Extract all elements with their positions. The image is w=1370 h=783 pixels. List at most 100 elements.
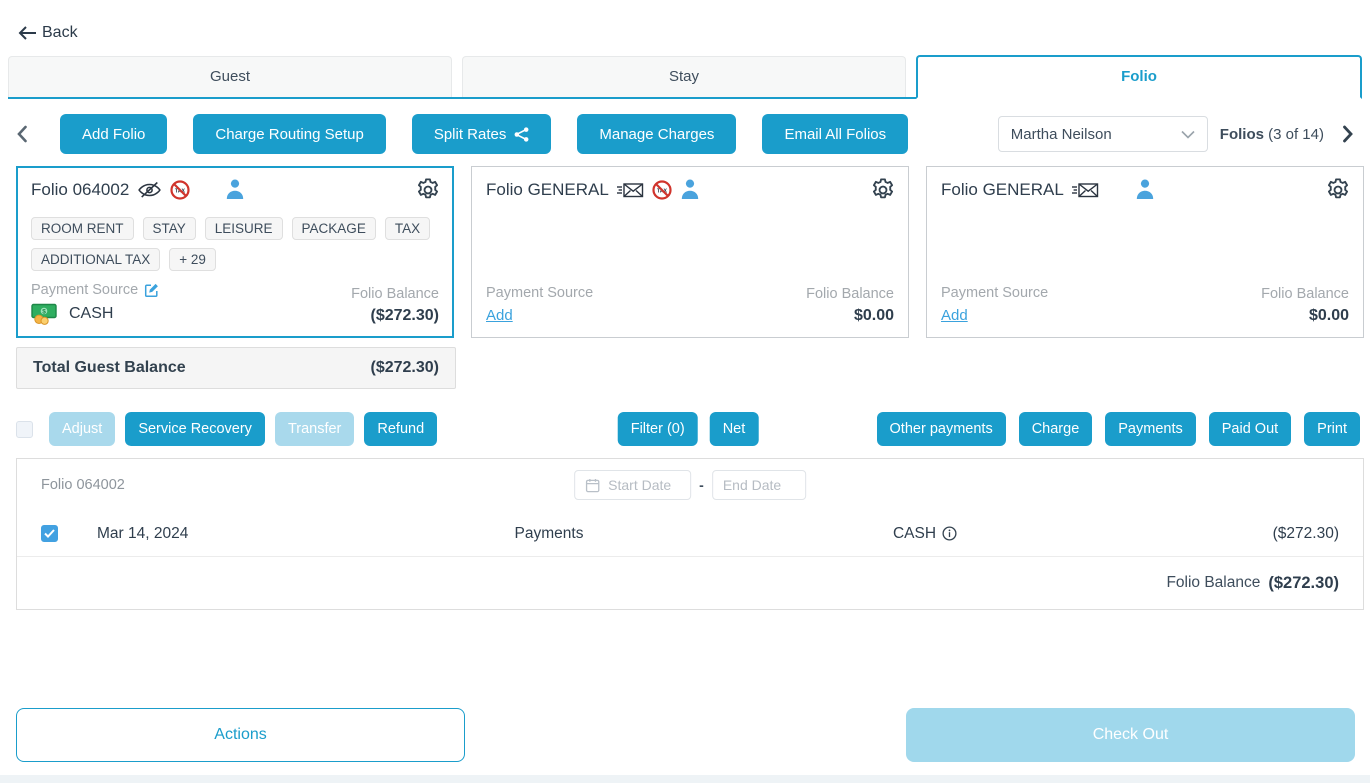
- gear-icon: [415, 177, 441, 203]
- row-checkbox[interactable]: [41, 525, 58, 542]
- payments-button[interactable]: Payments: [1105, 412, 1195, 446]
- total-guest-balance-label: Total Guest Balance: [33, 359, 186, 377]
- folio-settings-button[interactable]: [415, 177, 441, 206]
- charge-routing-setup-button[interactable]: Charge Routing Setup: [193, 114, 385, 154]
- payment-source-value: CASH: [69, 305, 113, 323]
- gear-icon: [1325, 177, 1351, 203]
- add-payment-source-link[interactable]: Add: [941, 307, 968, 324]
- folio-balance-label: Folio Balance: [1261, 286, 1349, 302]
- transaction-date: Mar 14, 2024: [81, 525, 361, 543]
- transaction-type: Payments: [361, 525, 737, 543]
- add-folio-button[interactable]: Add Folio: [60, 114, 167, 154]
- transaction-method-label: CASH: [893, 525, 936, 543]
- paid-out-button[interactable]: Paid Out: [1209, 412, 1291, 446]
- email-icon: [1072, 182, 1099, 199]
- date-separator: -: [699, 477, 704, 493]
- transfer-button[interactable]: Transfer: [275, 412, 354, 446]
- guest-person-icon[interactable]: [226, 179, 244, 199]
- table-folio-balance-value: ($272.30): [1268, 574, 1339, 593]
- add-payment-source-link[interactable]: Add: [486, 307, 513, 324]
- folio-card-general-2[interactable]: Folio GENERAL Payment Source Add F: [926, 166, 1364, 338]
- back-button[interactable]: Back: [18, 24, 78, 42]
- folio-card-title: Folio GENERAL: [941, 180, 1064, 200]
- folio-card-064002[interactable]: Folio 064002 TAX ROOM RENT STAY LEISURE: [16, 166, 454, 338]
- folio-balance-value: $0.00: [806, 307, 894, 325]
- folio-balance-block: Folio Balance $0.00: [1261, 286, 1349, 325]
- table-folio-label: Folio 064002: [41, 477, 125, 493]
- guest-selector[interactable]: Martha Neilson: [998, 116, 1208, 152]
- folio-nav-next-button[interactable]: [1336, 121, 1360, 147]
- no-tax-icon: TAX: [652, 180, 672, 200]
- payment-source-block: Payment Source Add: [941, 285, 1048, 325]
- tab-folio[interactable]: Folio: [916, 55, 1362, 99]
- folio-card-general-1[interactable]: Folio GENERAL TAX Payment Source A: [471, 166, 909, 338]
- back-label: Back: [42, 24, 78, 42]
- svg-text:$: $: [42, 308, 46, 315]
- info-icon[interactable]: [942, 526, 957, 541]
- folio-cards: Folio 064002 TAX ROOM RENT STAY LEISURE: [16, 166, 1364, 338]
- tag-chip: PACKAGE: [292, 217, 376, 240]
- folio-toolbar: Add Folio Charge Routing Setup Split Rat…: [10, 114, 1360, 154]
- edit-icon[interactable]: [144, 282, 160, 298]
- folios-count: (3 of 14): [1268, 126, 1324, 143]
- guest-person-icon[interactable]: [681, 179, 699, 199]
- tag-chip: LEISURE: [205, 217, 283, 240]
- folio-balance-value: ($272.30): [351, 307, 439, 325]
- print-button[interactable]: Print: [1304, 412, 1360, 446]
- end-date-input[interactable]: [723, 477, 795, 493]
- check-out-button[interactable]: Check Out: [906, 708, 1355, 762]
- start-date-input[interactable]: [608, 477, 680, 493]
- transactions-table: Folio 064002 - Mar 14, 202: [16, 458, 1364, 610]
- page-footer-buttons: Actions Check Out: [16, 708, 1355, 762]
- email-all-folios-button[interactable]: Email All Folios: [762, 114, 908, 154]
- payment-source-block: Payment Source Add: [486, 285, 593, 325]
- payment-source-label: Payment Source: [31, 282, 138, 298]
- payment-source-block: Payment Source $ CASH: [31, 282, 160, 325]
- center-action-buttons: Filter (0) Net: [618, 412, 759, 446]
- right-action-buttons: Other payments Charge Payments Paid Out …: [877, 412, 1360, 446]
- net-button[interactable]: Net: [710, 412, 759, 446]
- transaction-actions-bar: Adjust Service Recovery Transfer Refund …: [16, 412, 1360, 446]
- payment-source-label: Payment Source: [941, 285, 1048, 301]
- folio-settings-button[interactable]: [870, 177, 896, 206]
- toolbar-right: Martha Neilson Folios (3 of 14): [998, 116, 1360, 152]
- actions-button[interactable]: Actions: [16, 708, 465, 762]
- tab-guest[interactable]: Guest: [8, 56, 452, 97]
- charge-category-tags: ROOM RENT STAY LEISURE PACKAGE TAX ADDIT…: [31, 217, 439, 271]
- gear-icon: [870, 177, 896, 203]
- folio-balance-value: $0.00: [1261, 307, 1349, 325]
- tag-chip: STAY: [143, 217, 196, 240]
- chevron-left-icon: [16, 125, 28, 143]
- email-icon: [617, 182, 644, 199]
- no-tax-icon: TAX: [170, 180, 190, 200]
- folio-card-footer: Payment Source $ CASH Folio Balance: [31, 282, 439, 325]
- split-rates-button[interactable]: Split Rates: [412, 114, 552, 154]
- adjust-button[interactable]: Adjust: [49, 412, 115, 446]
- back-row: Back: [0, 0, 1370, 45]
- payment-source-label: Payment Source: [486, 285, 593, 301]
- folio-card-title: Folio 064002: [31, 180, 129, 200]
- guest-person-icon[interactable]: [1136, 179, 1154, 199]
- filter-button[interactable]: Filter (0): [618, 412, 698, 446]
- bottom-strip: [0, 775, 1370, 783]
- service-recovery-button[interactable]: Service Recovery: [125, 412, 265, 446]
- eye-off-icon: [137, 181, 162, 199]
- tab-bar: Guest Stay Folio: [8, 55, 1362, 99]
- table-folio-balance-label: Folio Balance: [1166, 574, 1260, 592]
- transaction-method: CASH: [737, 525, 1113, 543]
- folio-nav-prev-button[interactable]: [10, 121, 34, 147]
- start-date-box: [574, 470, 691, 500]
- total-guest-balance-value: ($272.30): [371, 359, 440, 377]
- end-date-box: [712, 470, 806, 500]
- charge-button[interactable]: Charge: [1019, 412, 1093, 446]
- tag-more-chip[interactable]: + 29: [169, 248, 216, 271]
- tag-chip: ROOM RENT: [31, 217, 134, 240]
- transaction-amount: ($272.30): [1113, 525, 1363, 543]
- folios-word: Folios: [1220, 126, 1264, 143]
- tab-stay[interactable]: Stay: [462, 56, 906, 97]
- folio-settings-button[interactable]: [1325, 177, 1351, 206]
- select-all-checkbox[interactable]: [16, 421, 33, 438]
- manage-charges-button[interactable]: Manage Charges: [577, 114, 736, 154]
- refund-button[interactable]: Refund: [364, 412, 437, 446]
- other-payments-button[interactable]: Other payments: [877, 412, 1006, 446]
